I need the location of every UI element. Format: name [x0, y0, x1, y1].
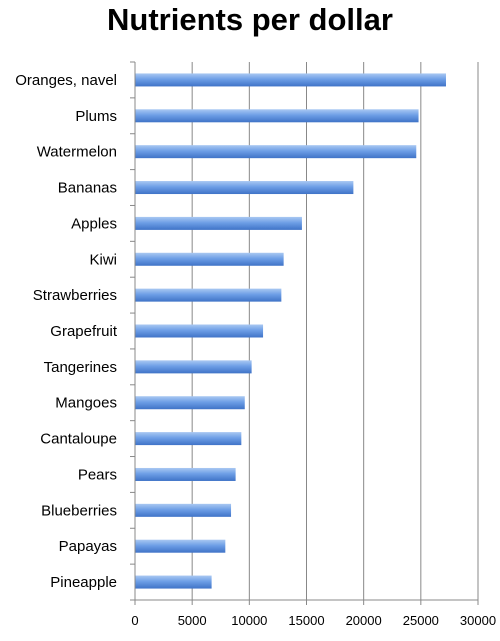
- category-label: Mangoes: [55, 395, 117, 412]
- bar: [135, 252, 284, 266]
- category-label: Oranges, navel: [15, 72, 117, 89]
- bar: [135, 145, 417, 159]
- bar: [135, 467, 236, 481]
- bar: [135, 181, 354, 195]
- bar: [135, 539, 226, 553]
- category-label: Blueberries: [41, 502, 117, 519]
- x-tick-label: 15000: [288, 613, 324, 628]
- category-label: Cantaloupe: [40, 431, 117, 448]
- category-label: Grapefruit: [50, 323, 118, 340]
- x-tick-label: 20000: [346, 613, 382, 628]
- bars: [135, 73, 446, 589]
- category-label: Pineapple: [50, 574, 117, 591]
- category-label: Papayas: [59, 538, 117, 555]
- bar: [135, 288, 282, 302]
- x-tick-label: 30000: [460, 613, 496, 628]
- category-label: Bananas: [58, 180, 117, 197]
- category-label: Apples: [71, 215, 117, 232]
- category-labels: Oranges, navel Plums Watermelon Bananas Appl…: [15, 72, 118, 591]
- chart-title: Nutrients per dollar: [107, 2, 393, 37]
- category-label: Kiwi: [89, 251, 117, 268]
- category-label: Plums: [75, 108, 117, 125]
- x-tick-label: 10000: [231, 613, 267, 628]
- x-tick-label: 25000: [403, 613, 439, 628]
- bar: [135, 396, 245, 410]
- category-label: Watermelon: [37, 144, 117, 161]
- category-label: Pears: [78, 466, 117, 483]
- bar: [135, 324, 264, 338]
- bar: [135, 503, 232, 517]
- x-tick-label: 0: [131, 613, 138, 628]
- axes: [130, 61, 479, 605]
- bar: [135, 360, 252, 374]
- x-tick-label: 5000: [178, 613, 207, 628]
- category-label: Tangerines: [44, 359, 117, 376]
- bar: [135, 73, 446, 87]
- bar: [135, 575, 212, 589]
- x-tick-labels: 0 5000 10000 15000 20000 25000 30000: [131, 613, 496, 628]
- category-label: Strawberries: [33, 287, 117, 304]
- bar: [135, 109, 419, 123]
- bar: [135, 432, 242, 446]
- bar: [135, 216, 302, 230]
